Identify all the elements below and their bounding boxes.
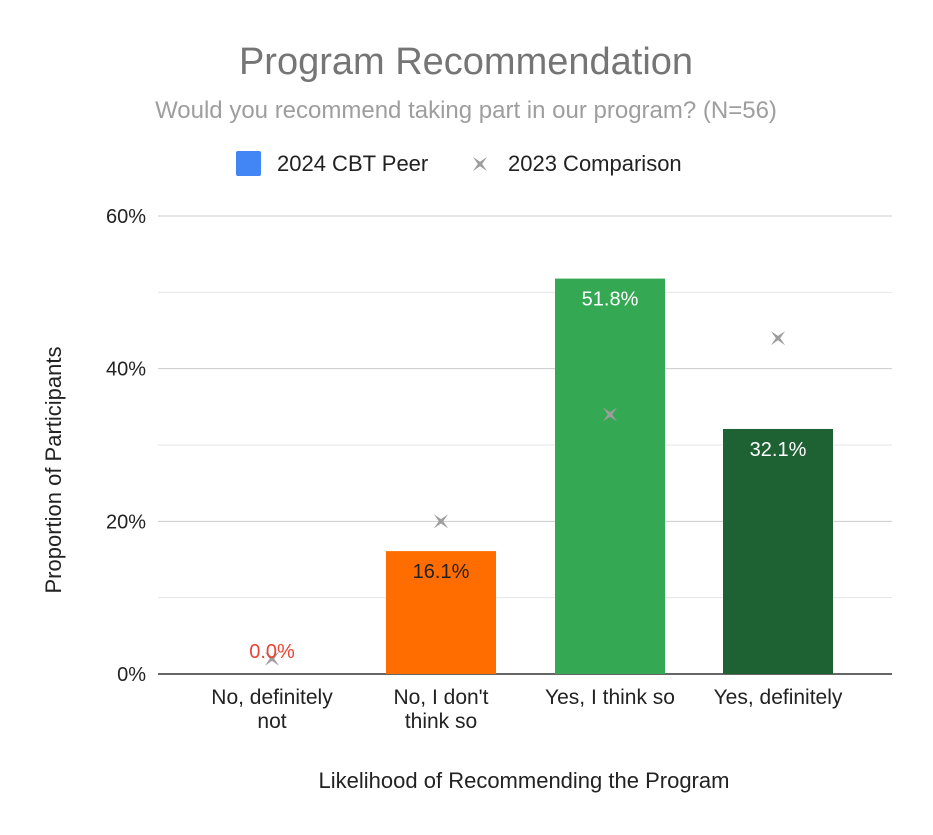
data-label: 0.0%: [249, 641, 295, 663]
y-tick-label: 0%: [117, 664, 146, 686]
x-category-label: Yes, I think so: [545, 686, 675, 709]
bar: [386, 551, 496, 674]
comparison-marker: [264, 651, 280, 666]
comparison-marker: [433, 514, 449, 529]
legend-marker-2023: [472, 156, 488, 172]
y-tick-label: 20%: [106, 511, 146, 533]
y-tick-label: 60%: [106, 206, 146, 228]
chart-title: Program Recommendation: [239, 41, 693, 83]
legend: 2024 CBT Peer 2023 Comparison: [236, 151, 682, 176]
x-axis-title: Likelihood of Recommending the Program: [319, 768, 730, 793]
bars: [386, 278, 833, 674]
x-category-label: No, I don't: [393, 686, 488, 709]
chart-subtitle: Would you recommend taking part in our p…: [155, 97, 777, 124]
data-label: 32.1%: [750, 439, 807, 461]
y-tick-label: 40%: [106, 359, 146, 381]
y-axis-ticks: 0% 20% 40% 60%: [106, 206, 146, 686]
legend-swatch-2024: [236, 151, 261, 176]
data-label: 51.8%: [582, 289, 639, 311]
legend-label-2023: 2023 Comparison: [508, 151, 682, 176]
x-category-label: not: [257, 710, 286, 733]
bar: [723, 428, 833, 674]
legend-label-2024: 2024 CBT Peer: [277, 151, 428, 176]
x-category-label: Yes, definitely: [714, 686, 843, 709]
x-category-label: No, definitely: [211, 686, 333, 709]
comparison-markers: [264, 331, 786, 666]
comparison-marker: [602, 407, 618, 422]
bar: [555, 278, 665, 674]
comparison-marker: [770, 331, 786, 346]
data-labels: 0.0% 16.1% 51.8% 32.1%: [249, 289, 806, 663]
x-category-label: think so: [405, 710, 477, 733]
y-axis-title: Proportion of Participants: [41, 346, 66, 593]
data-label: 16.1%: [413, 561, 470, 583]
